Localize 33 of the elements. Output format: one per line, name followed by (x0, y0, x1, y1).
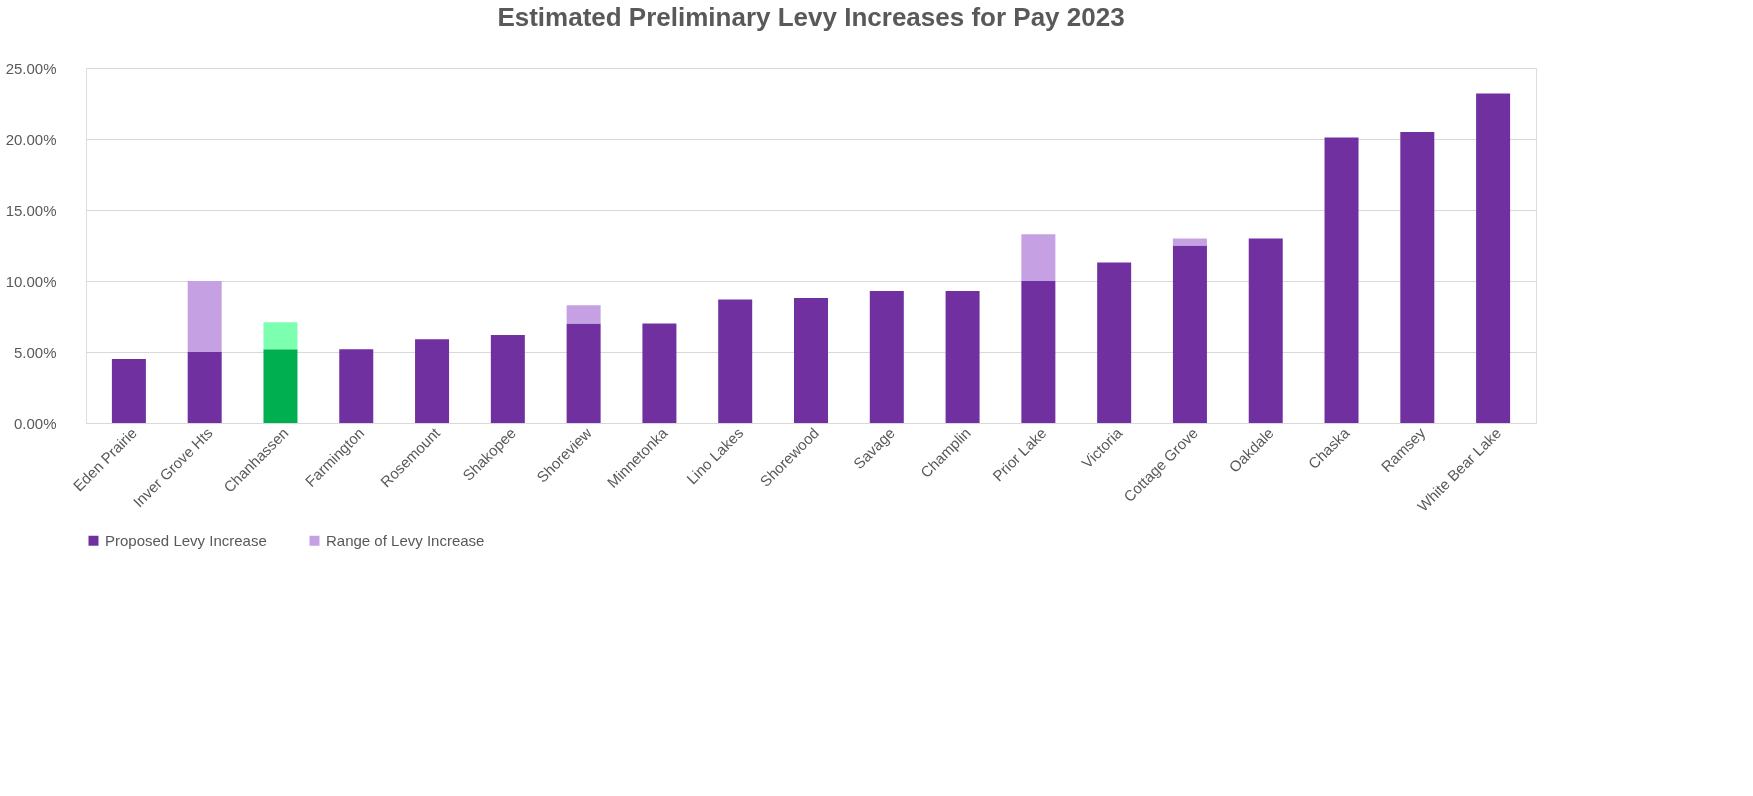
bar (187, 352, 222, 423)
y-tick-label: 15.00% (5, 201, 57, 219)
y-tick-label: 25.00% (5, 59, 57, 77)
bar (1400, 131, 1435, 423)
bar (187, 281, 222, 352)
bar (1021, 234, 1056, 281)
legend-label: Range of Levy Increase (326, 531, 485, 549)
bar (263, 322, 298, 350)
bar (566, 323, 601, 423)
bar (111, 359, 146, 423)
bar (1097, 262, 1132, 423)
bar (718, 299, 753, 423)
bar (415, 339, 450, 423)
bar (263, 349, 298, 423)
bar (945, 290, 980, 423)
y-tick-label: 5.00% (13, 343, 57, 361)
y-tick-label: 0.00% (13, 414, 57, 432)
legend-label: Proposed Levy Increase (105, 531, 267, 549)
bar (339, 349, 374, 423)
bar (1172, 238, 1207, 246)
bar (1172, 245, 1207, 423)
bar (1476, 93, 1511, 423)
chart-title: Estimated Preliminary Levy Increases for Pay 2023 (497, 2, 1125, 32)
bar (1248, 238, 1283, 423)
bar (642, 323, 677, 423)
bar (490, 334, 525, 423)
bar (1324, 137, 1359, 423)
bar (794, 298, 828, 423)
y-tick-label: 10.00% (5, 272, 57, 290)
bar (869, 290, 904, 423)
bar (566, 305, 601, 324)
y-tick-label: 20.00% (5, 130, 57, 148)
bar (1021, 281, 1056, 423)
